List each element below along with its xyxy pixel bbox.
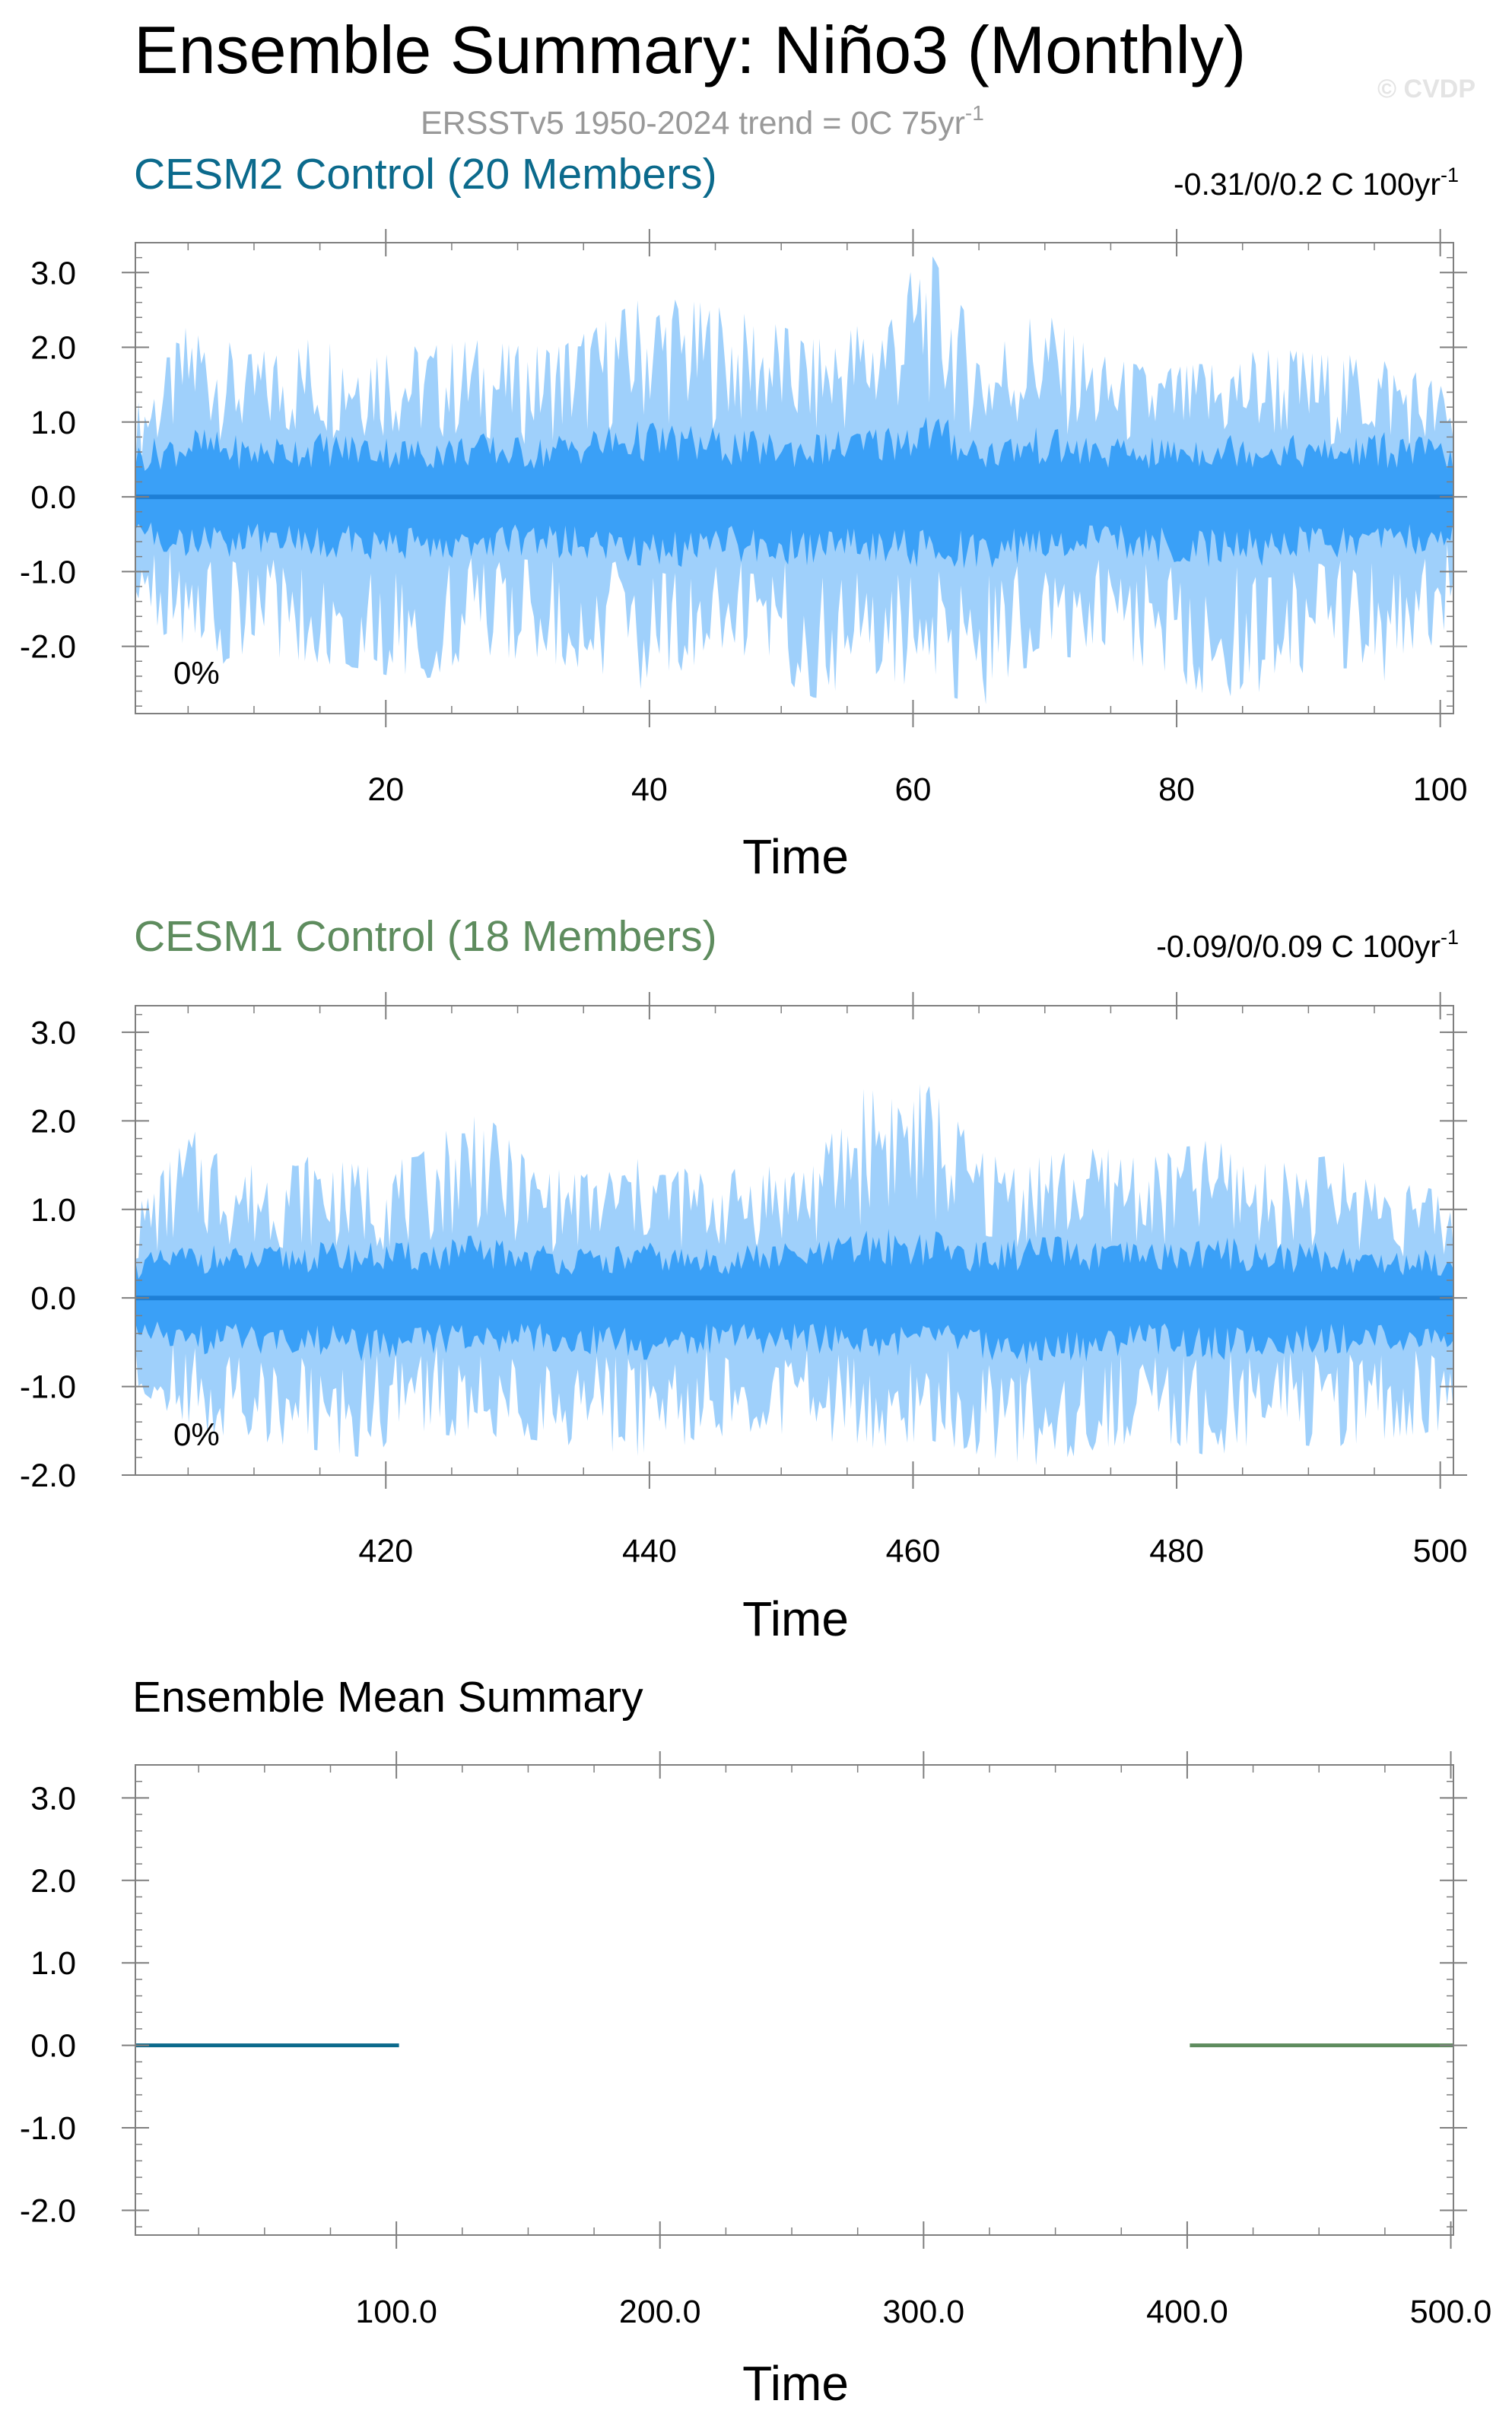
panel-cesm1-trend-sup: -1 <box>1441 926 1459 949</box>
y-tick-label: 2.0 <box>30 1103 76 1140</box>
panel-cesm2-trend-sup: -1 <box>1441 164 1459 186</box>
panel-cesm2-trend-text: -0.31/0/0.2 C 100yr <box>1174 167 1441 202</box>
panel-cesm2-trend-label: -0.31/0/0.2 C 100yr-1 <box>1174 164 1459 202</box>
panel-cesm1-percent-label: 0% <box>173 1416 220 1452</box>
panel-ensemble-mean-frame <box>135 1764 1454 2236</box>
y-tick-label: 0.0 <box>30 2028 76 2065</box>
x-tick-label: 420 <box>358 1533 413 1569</box>
panel-cesm1: CESM1 Control (18 Members) -0.09/0/0.09 … <box>20 912 1468 1646</box>
x-tick-label: 20 <box>367 771 404 808</box>
panel-cesm2-title: CESM2 Control (20 Members) <box>134 150 717 199</box>
subtitle-sup: -1 <box>965 101 984 125</box>
y-tick-label: 2.0 <box>30 330 76 367</box>
panel-cesm2: CESM2 Control (20 Members) -0.31/0/0.2 C… <box>20 150 1468 884</box>
y-tick-label: 0.0 <box>30 1280 76 1317</box>
x-tick-label: 440 <box>622 1533 677 1569</box>
x-tick-label: 100.0 <box>355 2294 437 2330</box>
main-title: Ensemble Summary: Niño3 (Monthly) <box>134 12 1246 87</box>
panel-cesm2-plot: 3.0 2.0 1.0 0.0 -1.0 -2.0 20 40 60 80 100 <box>20 229 1468 808</box>
y-tick-label: 0.0 <box>30 479 76 516</box>
panel-ensemble-mean-plot: 3.0 2.0 1.0 0.0 -1.0 -2.0 100.0 200.0 300.0 400.0… <box>20 1751 1491 2330</box>
panel-ensemble-mean: Ensemble Mean Summary 3.0 2.0 1.0 0.0 -1.0 -2… <box>20 1673 1491 2411</box>
panel-cesm1-trend-text: -0.09/0/0.09 C 100yr <box>1156 929 1441 964</box>
panel-cesm2-xlabel: Time <box>742 829 849 884</box>
panel-cesm1-xlabel: Time <box>742 1591 849 1646</box>
y-tick-label: 3.0 <box>30 255 76 291</box>
panel-cesm2-percent-label: 0% <box>173 655 220 691</box>
x-tick-label: 500.0 <box>1410 2294 1492 2330</box>
panel-cesm2-frame <box>135 242 1454 714</box>
x-tick-label: 40 <box>631 771 668 808</box>
y-tick-label: -2.0 <box>20 1458 76 1494</box>
y-tick-label: 1.0 <box>30 405 76 441</box>
x-tick-label: 400.0 <box>1146 2294 1228 2330</box>
panel-cesm1-trend-label: -0.09/0/0.09 C 100yr-1 <box>1156 926 1459 964</box>
y-tick-label: 3.0 <box>30 1780 76 1817</box>
y-tick-label: -2.0 <box>20 2192 76 2229</box>
y-tick-label: -1.0 <box>20 1369 76 1406</box>
y-tick-label: 1.0 <box>30 1192 76 1229</box>
panel-ensemble-mean-title: Ensemble Mean Summary <box>132 1673 643 1722</box>
panel-cesm1-title: CESM1 Control (18 Members) <box>134 912 717 961</box>
x-tick-label: 80 <box>1158 771 1195 808</box>
x-tick-label: 460 <box>886 1533 941 1569</box>
y-tick-label: 1.0 <box>30 1945 76 1982</box>
y-tick-label: 2.0 <box>30 1863 76 1900</box>
panel-ensemble-mean-xlabel: Time <box>742 2356 849 2411</box>
y-tick-label: -2.0 <box>20 629 76 666</box>
watermark: © CVDP <box>1377 75 1475 103</box>
x-tick-label: 300.0 <box>883 2294 965 2330</box>
x-tick-label: 100 <box>1413 771 1468 808</box>
x-tick-label: 60 <box>895 771 932 808</box>
panel-cesm1-plot: 3.0 2.0 1.0 0.0 -1.0 -2.0 420 440 460 480 500 <box>20 992 1468 1569</box>
y-tick-label: -1.0 <box>20 554 76 590</box>
panel-cesm1-frame <box>135 1005 1454 1476</box>
x-tick-label: 480 <box>1149 1533 1204 1569</box>
subtitle: ERSSTv5 1950-2024 trend = 0C 75yr-1 <box>421 101 984 141</box>
panel-cesm2-percentile-band <box>135 417 1453 569</box>
subtitle-text: ERSSTv5 1950-2024 trend = 0C 75yr <box>421 105 965 141</box>
y-tick-label: -1.0 <box>20 2110 76 2147</box>
y-tick-label: 3.0 <box>30 1015 76 1051</box>
x-tick-label: 200.0 <box>619 2294 701 2330</box>
x-tick-label: 500 <box>1413 1533 1468 1569</box>
